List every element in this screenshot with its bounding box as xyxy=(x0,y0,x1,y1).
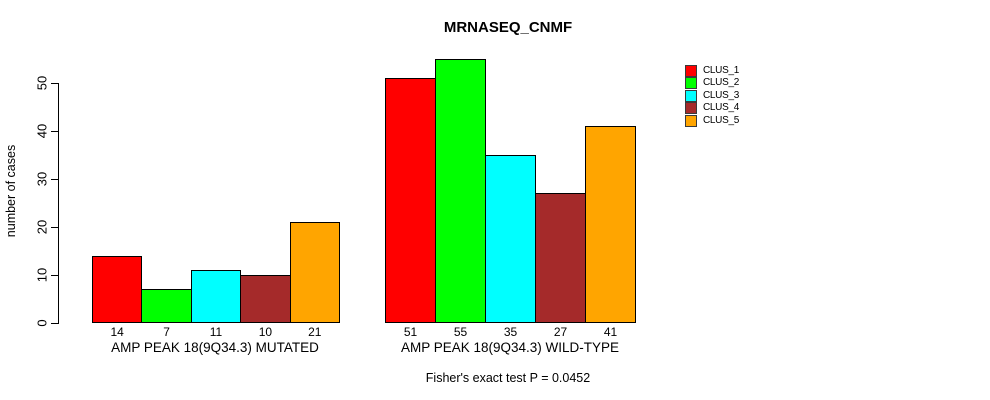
bar-value-label: 10 xyxy=(258,325,273,339)
bar-clus_4-group0 xyxy=(240,275,291,323)
legend-swatch-clus_4 xyxy=(685,102,697,115)
bar-clus_3-group0 xyxy=(190,270,242,323)
bar-value-label: 51 xyxy=(403,325,418,339)
x-group-label-mutated: AMP PEAK 18(9Q34.3) MUTATED xyxy=(111,340,319,355)
bar-value-label: 35 xyxy=(503,325,518,339)
y-tick-label: 50 xyxy=(34,75,50,91)
legend-swatch-clus_2 xyxy=(685,77,697,90)
legend-label-clus_4: CLUS_4 xyxy=(703,102,739,114)
legend-label-clus_3: CLUS_3 xyxy=(703,89,739,101)
legend-swatch-clus_5 xyxy=(685,114,697,127)
fisher-test-annotation: Fisher's exact test P = 0.0452 xyxy=(425,371,591,385)
y-tick-label: 10 xyxy=(34,267,50,283)
y-tick xyxy=(51,131,58,132)
y-tick-label: 40 xyxy=(34,123,50,139)
y-tick xyxy=(51,275,58,276)
bar-value-label: 55 xyxy=(453,325,468,339)
bar-clus_2-group0 xyxy=(141,289,192,323)
bar-clus_5-group0 xyxy=(289,222,340,323)
x-group-label-wildtype: AMP PEAK 18(9Q34.3) WILD-TYPE xyxy=(400,340,620,355)
chart-title: MRNASEQ_CNMF xyxy=(443,19,573,36)
y-tick xyxy=(51,227,58,228)
legend-label-clus_5: CLUS_5 xyxy=(703,114,739,126)
bar-clus_4-group1 xyxy=(535,193,586,323)
bar-value-label: 7 xyxy=(163,325,170,339)
bar-value-label: 27 xyxy=(553,325,568,339)
bar-value-label: 21 xyxy=(308,325,322,339)
legend-label-clus_1: CLUS_1 xyxy=(703,65,739,76)
bar-clus_3-group1 xyxy=(485,155,536,323)
bar-value-label: 41 xyxy=(603,325,618,339)
y-tick-label: 30 xyxy=(34,171,50,187)
bar-clus_5-group1 xyxy=(585,126,636,323)
legend-label-clus_2: CLUS_2 xyxy=(703,77,739,89)
y-tick xyxy=(51,323,58,324)
y-axis-line xyxy=(58,83,59,324)
y-axis-title: number of cases xyxy=(4,144,18,238)
bar-clus_2-group1 xyxy=(435,59,486,323)
y-tick xyxy=(51,179,58,180)
legend-swatch-clus_1 xyxy=(685,65,697,77)
y-tick xyxy=(51,83,58,84)
bar-value-label: 11 xyxy=(209,325,223,339)
legend-swatch-clus_3 xyxy=(685,89,697,102)
y-tick-label: 20 xyxy=(34,219,50,235)
y-tick-label: 0 xyxy=(34,319,50,327)
bar-clus_1-group1 xyxy=(385,78,436,323)
bar-clus_1-group0 xyxy=(92,255,143,323)
bar-value-label: 14 xyxy=(110,325,124,339)
